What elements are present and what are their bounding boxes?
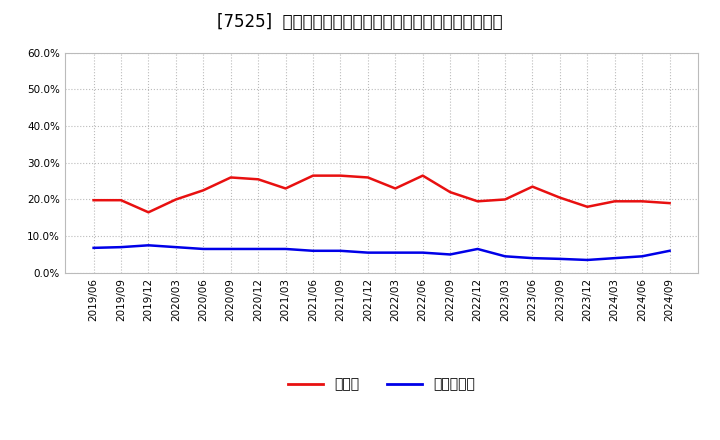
有利子負債 (254, 246, 263, 252)
有利子負債 (117, 245, 125, 250)
有利子負債 (418, 250, 427, 255)
現頲金 (418, 173, 427, 178)
現頲金 (391, 186, 400, 191)
現頲金 (226, 175, 235, 180)
Line: 有利子負債: 有利子負債 (94, 246, 670, 260)
現頲金 (583, 204, 592, 209)
現頲金 (199, 187, 207, 193)
有利子負債 (583, 257, 592, 263)
現頲金 (556, 195, 564, 200)
有利子負債 (556, 256, 564, 261)
現頲金 (89, 198, 98, 203)
有利子負債 (282, 246, 290, 252)
Text: [7525]  現預金、有利子負債の総資産に対する比率の推移: [7525] 現預金、有利子負債の総資産に対する比率の推移 (217, 13, 503, 31)
有利子負債 (665, 248, 674, 253)
有利子負債 (391, 250, 400, 255)
現頲金 (665, 201, 674, 206)
有利子負債 (144, 243, 153, 248)
有利子負債 (364, 250, 372, 255)
有利子負債 (446, 252, 454, 257)
有利子負債 (528, 256, 537, 261)
有利子負債 (611, 256, 619, 261)
現頲金 (171, 197, 180, 202)
現頲金 (144, 209, 153, 215)
有利子負債 (171, 245, 180, 250)
有利子負債 (638, 253, 647, 259)
現頲金 (528, 184, 537, 189)
有利子負債 (309, 248, 318, 253)
有利子負債 (500, 253, 509, 259)
現頲金 (446, 190, 454, 195)
現頲金 (336, 173, 345, 178)
Legend: 現頲金, 有利子負債: 現頲金, 有利子負債 (283, 372, 480, 397)
有利子負債 (336, 248, 345, 253)
現頲金 (117, 198, 125, 203)
Line: 現頲金: 現頲金 (94, 176, 670, 212)
現頲金 (254, 176, 263, 182)
現頲金 (611, 198, 619, 204)
現頲金 (282, 186, 290, 191)
有利子負債 (226, 246, 235, 252)
有利子負債 (199, 246, 207, 252)
有利子負債 (473, 246, 482, 252)
現頲金 (473, 198, 482, 204)
有利子負債 (89, 245, 98, 250)
現頲金 (638, 198, 647, 204)
現頲金 (364, 175, 372, 180)
現頲金 (500, 197, 509, 202)
現頲金 (309, 173, 318, 178)
